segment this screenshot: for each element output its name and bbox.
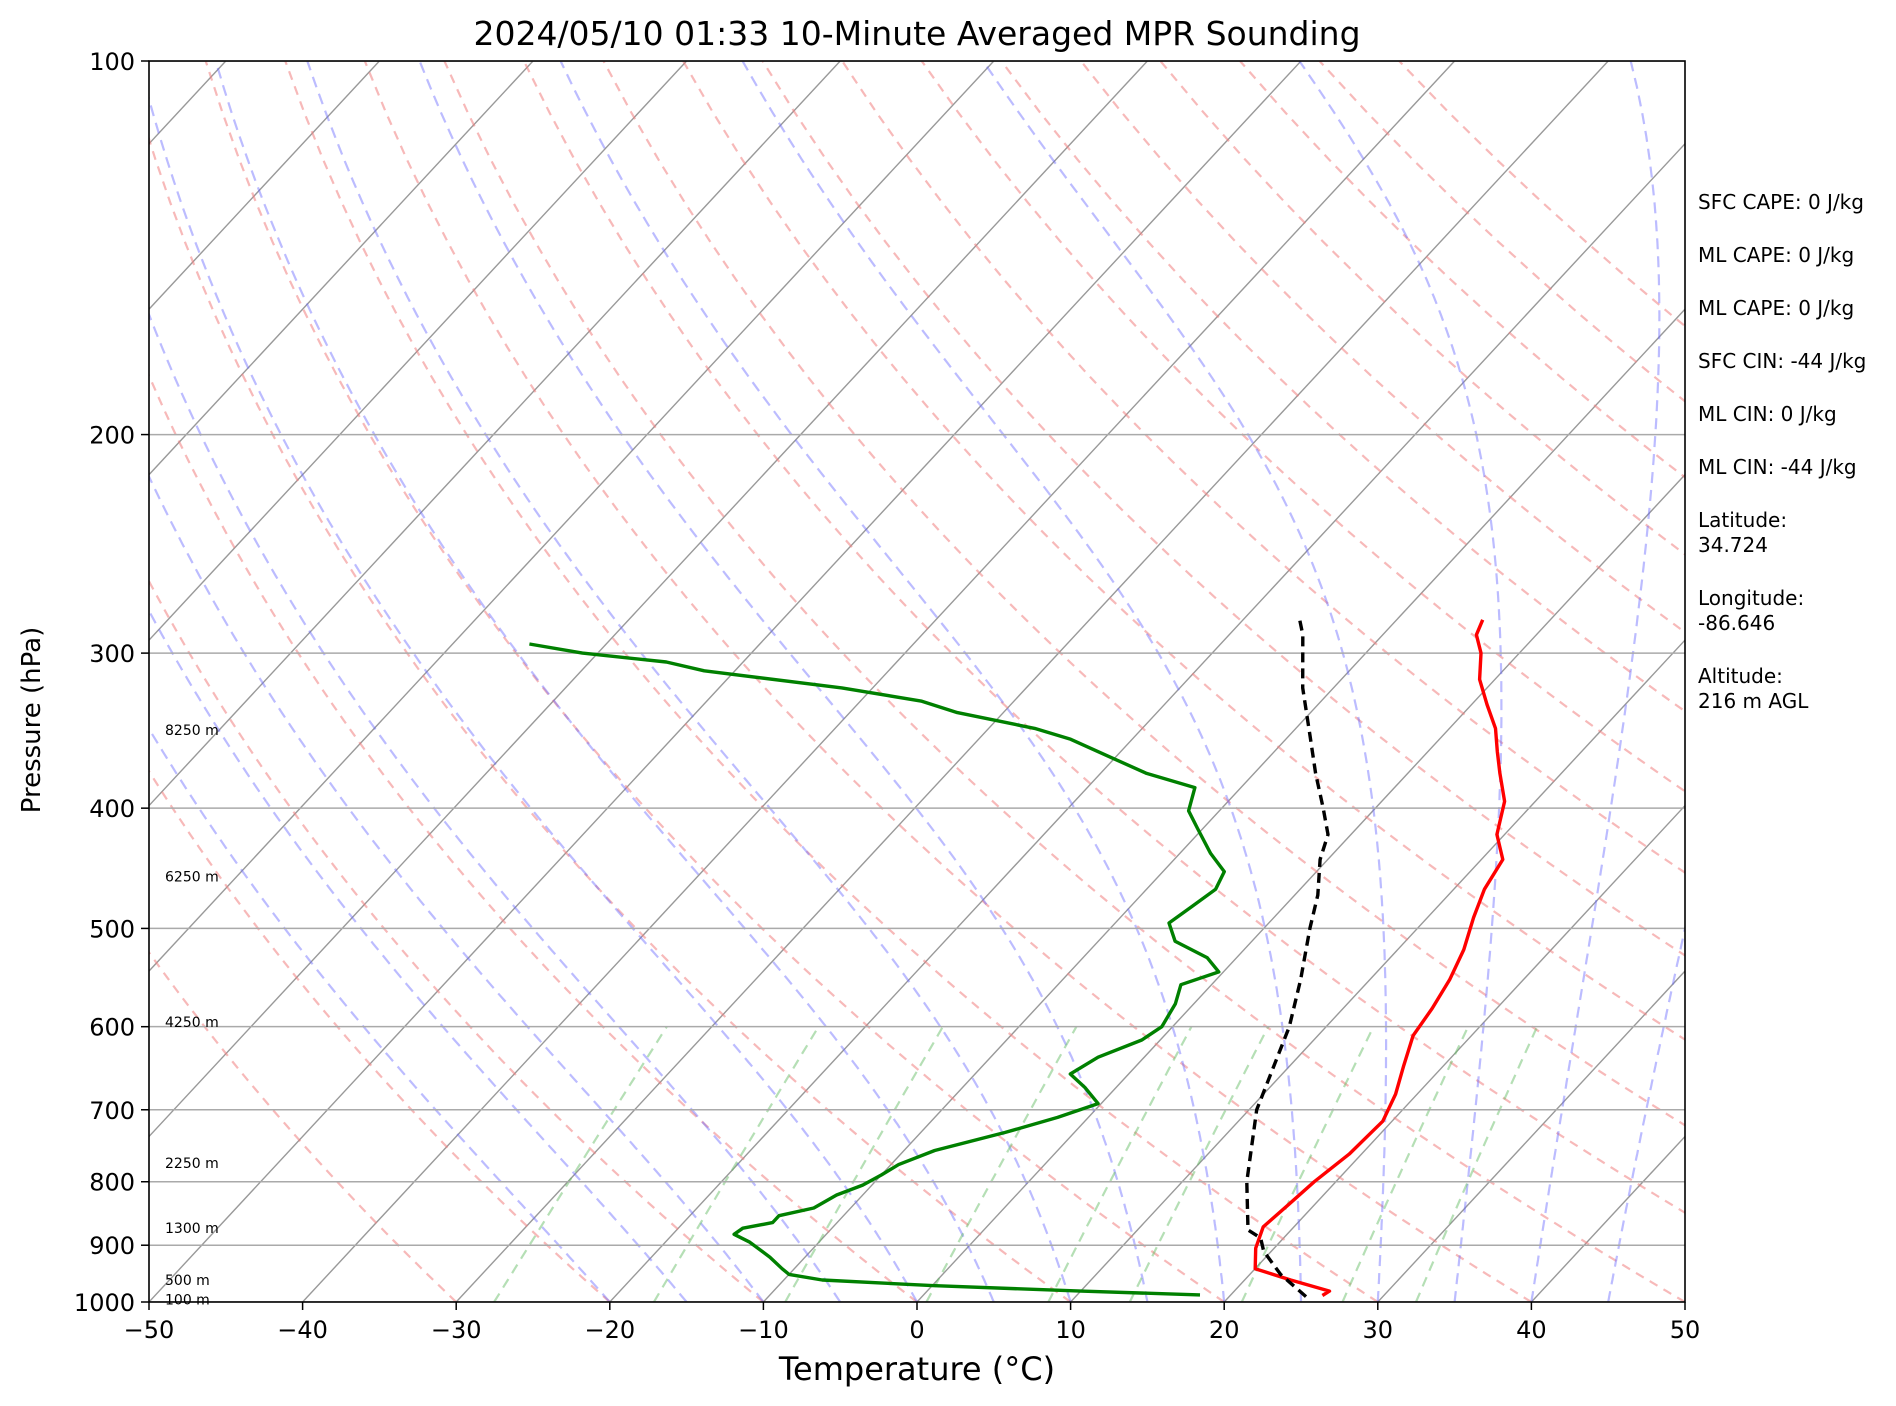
chart-title: 2024/05/10 01:33 10-Minute Averaged MPR … [473, 14, 1361, 53]
stat-ml-cin: ML CIN: 0 J/kg [1698, 402, 1837, 426]
dry-adiabat [284, 61, 1379, 1302]
moist-adiabat [149, 311, 842, 1302]
isotherm [1223, 804, 1685, 1302]
x-axis: −50 −40 −30 −20 −10 0 10 20 30 40 50 [124, 1302, 1701, 1344]
y-tick-label: 800 [89, 1169, 135, 1197]
mixing-ratio-line [1047, 1026, 1193, 1302]
temperature-line [1253, 619, 1507, 1297]
stat-ml-cin-2: ML CIN: -44 J/kg [1698, 455, 1857, 479]
x-tick-label: 0 [909, 1316, 924, 1344]
series-layer [529, 615, 1507, 1298]
moist-adiabat [149, 95, 918, 1302]
y-tick-label: 100 [89, 48, 135, 76]
isotherm [1377, 970, 1685, 1302]
stat-latitude: Latitude: 34.724 [1698, 508, 1788, 557]
x-tick-label: −20 [584, 1316, 635, 1344]
plot-frame [148, 60, 1686, 1303]
moist-adiabat [1530, 61, 1661, 1302]
dry-adiabat [920, 61, 1685, 793]
mixing-ratio-line [652, 1026, 820, 1302]
y-tick-label: 1000 [74, 1289, 135, 1317]
isotherm [609, 142, 1685, 1302]
isotherm [455, 61, 1609, 1302]
y-tick-label: 400 [89, 795, 135, 823]
stat-sfc-cin: SFC CIN: -44 J/kg [1698, 349, 1867, 373]
moist-adiabat [306, 61, 1072, 1302]
stat-ml-cape-2: ML CAPE: 0 J/kg [1698, 296, 1855, 320]
height-label: 1300 m [165, 1221, 219, 1237]
height-labels: 8250 m 6250 m 4250 m 2250 m 1300 m 500 m 100 m [165, 723, 219, 1308]
dry-adiabat [761, 61, 1685, 957]
x-tick-label: −30 [431, 1316, 482, 1344]
mixing-ratio-line [1240, 1026, 1375, 1302]
stat-altitude: Altitude: 216 m AGL [1698, 664, 1809, 713]
parcel-path-line [1245, 615, 1330, 1298]
dewpoint-line [529, 642, 1226, 1297]
height-label: 100 m [165, 1292, 210, 1308]
height-label: 6250 m [165, 869, 219, 885]
x-axis-label: Temperature (°C) [778, 1350, 1056, 1388]
isotherm [149, 61, 995, 973]
dry-adiabat [149, 135, 1072, 1302]
dry-adiabat [682, 61, 1685, 1041]
y-tick-label: 200 [89, 422, 135, 450]
moist-adiabat [149, 473, 765, 1302]
height-label: 2250 m [165, 1156, 219, 1172]
dry-adiabat [149, 579, 765, 1302]
stat-ml-cape: ML CAPE: 0 J/kg [1698, 243, 1855, 267]
y-tick-label: 500 [89, 915, 135, 943]
y-tick-label: 900 [89, 1232, 135, 1260]
x-tick-label: 50 [1670, 1316, 1701, 1344]
moist-adiabat [149, 726, 611, 1302]
stat-longitude: Longitude: -86.646 [1698, 586, 1805, 635]
stat-sfc-cape: SFC CAPE: 0 J/kg [1698, 190, 1864, 214]
mixing-ratio-line [1341, 1026, 1470, 1302]
height-label: 8250 m [165, 723, 219, 739]
x-tick-label: 40 [1516, 1316, 1547, 1344]
y-tick-label: 700 [89, 1097, 135, 1125]
y-tick-label: 300 [89, 640, 135, 668]
isotherm [149, 61, 534, 476]
moist-adiabat [559, 61, 1226, 1302]
x-tick-label: −40 [277, 1316, 328, 1344]
dry-adiabat [522, 61, 1685, 1215]
x-tick-label: −10 [738, 1316, 789, 1344]
moist-adiabat [982, 61, 1388, 1302]
isotherm [762, 308, 1685, 1302]
isotherm [149, 61, 688, 642]
y-axis: 100 200 300 400 500 600 700 800 900 1000 [74, 48, 149, 1317]
stats-panel: SFC CAPE: 0 J/kg ML CAPE: 0 J/kg ML CAPE… [1698, 190, 1866, 742]
height-label: 4250 m [165, 1015, 219, 1031]
dry-adiabat [149, 372, 918, 1302]
isotherm [149, 61, 1302, 1302]
y-tick-label: 600 [89, 1014, 135, 1042]
mixing-ratio-line [1128, 1026, 1270, 1302]
dry-adiabat [149, 769, 611, 1302]
x-tick-label: −50 [124, 1316, 175, 1344]
mixing-ratio-line [925, 1026, 1078, 1302]
background-lines [149, 61, 1685, 1302]
moist-adiabat [214, 61, 995, 1302]
isobar-grid [149, 61, 1685, 1302]
moist-adiabat [149, 608, 688, 1302]
isotherm [916, 473, 1685, 1302]
x-tick-label: 30 [1363, 1316, 1394, 1344]
moist-adiabat [418, 61, 1149, 1302]
height-label: 500 m [165, 1273, 210, 1289]
x-tick-label: 10 [1055, 1316, 1086, 1344]
dry-adiabat [149, 950, 457, 1302]
isotherm [149, 61, 1148, 1138]
moist-adiabat [741, 61, 1303, 1302]
isotherm [149, 61, 380, 311]
isotherm [302, 61, 1456, 1302]
dry-adiabat [363, 61, 1532, 1302]
x-tick-label: 20 [1209, 1316, 1240, 1344]
isotherm [149, 61, 841, 807]
dry-adiabat [443, 61, 1685, 1302]
dry-adiabat [204, 61, 1225, 1302]
moist-adiabat [1607, 923, 1685, 1302]
mixing-ratio-line [1414, 1026, 1539, 1302]
